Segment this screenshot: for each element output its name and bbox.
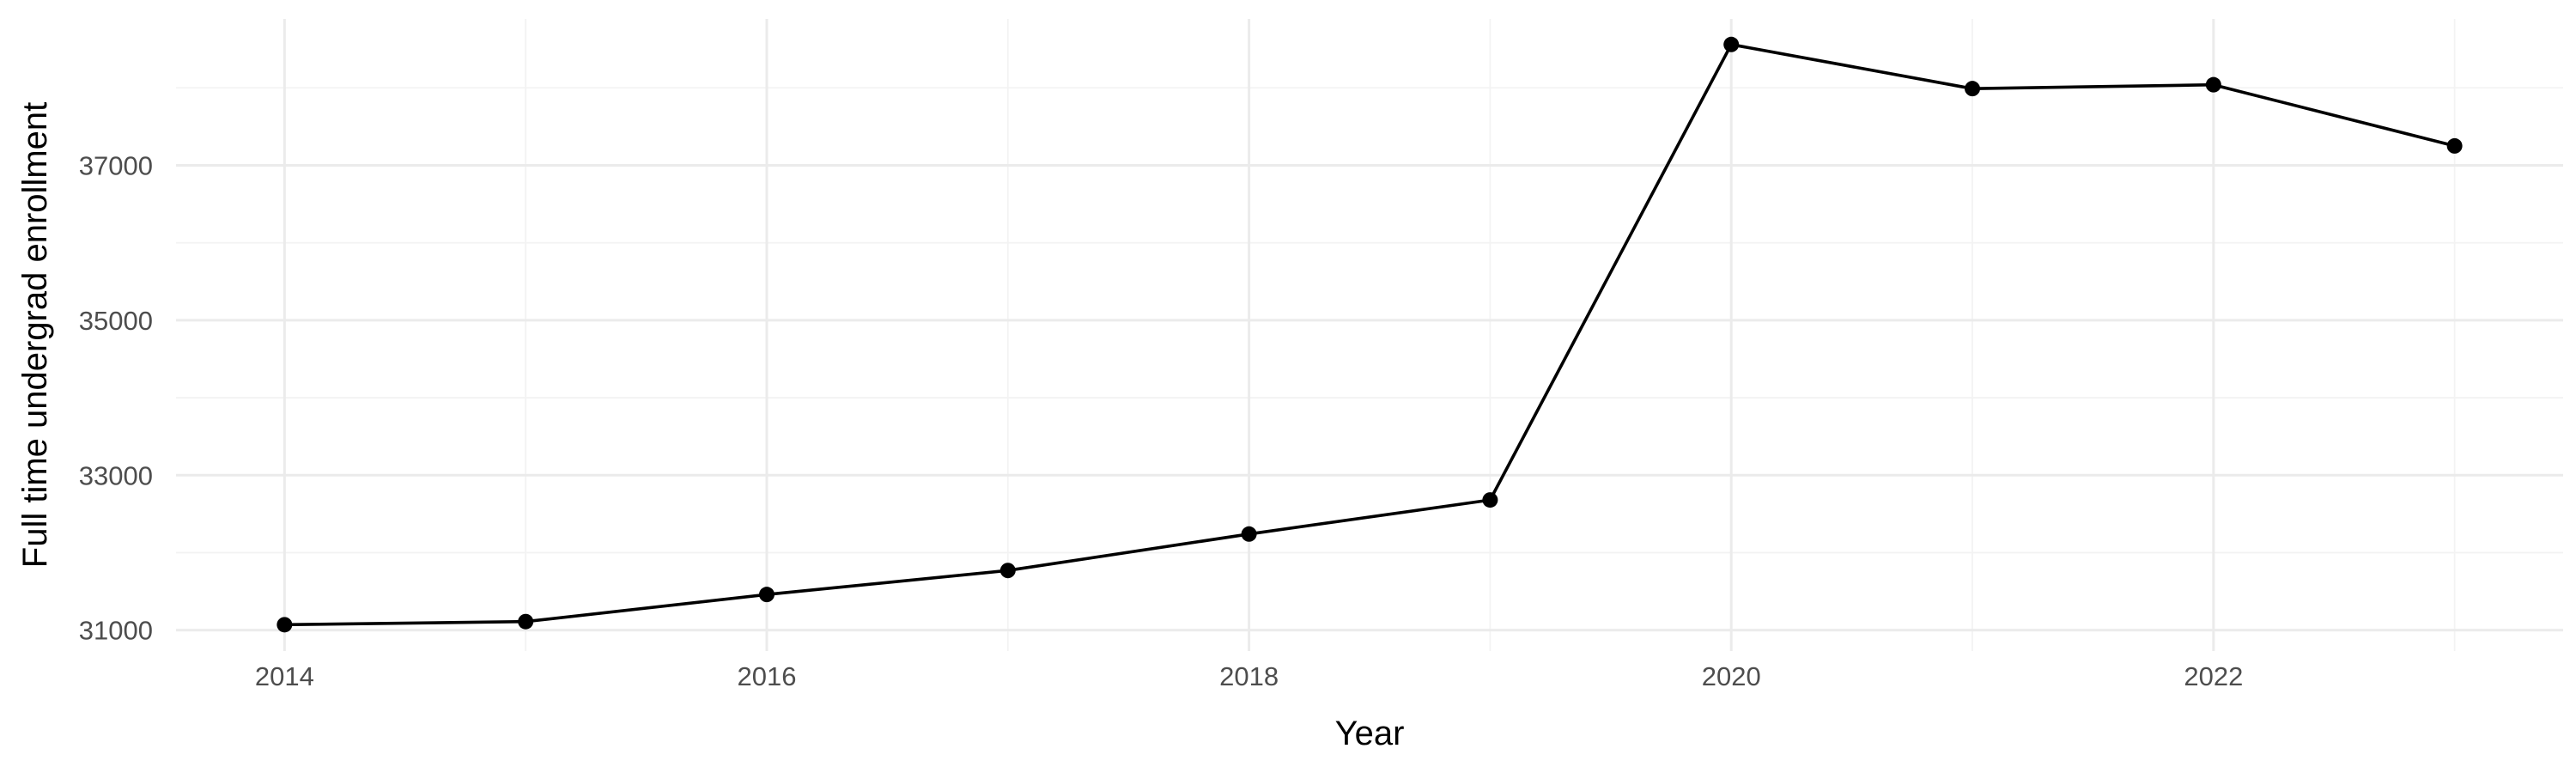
x-tick-label: 2020 — [1702, 661, 1761, 691]
data-point — [518, 613, 534, 630]
x-tick-label: 2022 — [2184, 661, 2243, 691]
data-point — [1482, 492, 1498, 508]
data-point — [999, 563, 1016, 579]
data-point — [1241, 526, 1257, 542]
data-point — [276, 617, 293, 633]
data-point — [2446, 137, 2463, 154]
y-axis-title: Full time undergrad enrollment — [16, 102, 54, 568]
x-axis-title: Year — [1335, 715, 1405, 752]
minor-gridlines — [176, 19, 2563, 651]
x-tick-label: 2018 — [1219, 661, 1279, 691]
series-line — [284, 42, 2456, 627]
tick-labels: 2014 2016 2018 2020 2022 31000 33000 35000 37000 — [79, 150, 2244, 691]
x-tick-label: 2014 — [255, 661, 314, 691]
series-group — [276, 36, 2463, 633]
data-point — [758, 587, 775, 603]
x-tick-label: 2016 — [737, 661, 796, 691]
y-tick-label: 33000 — [79, 460, 153, 490]
data-point — [1723, 36, 1740, 52]
data-point — [1965, 81, 1981, 97]
y-tick-label: 35000 — [79, 306, 153, 336]
data-point — [2205, 76, 2221, 93]
major-gridlines — [176, 19, 2563, 651]
y-tick-label: 31000 — [79, 616, 153, 646]
y-tick-label: 37000 — [79, 150, 153, 180]
